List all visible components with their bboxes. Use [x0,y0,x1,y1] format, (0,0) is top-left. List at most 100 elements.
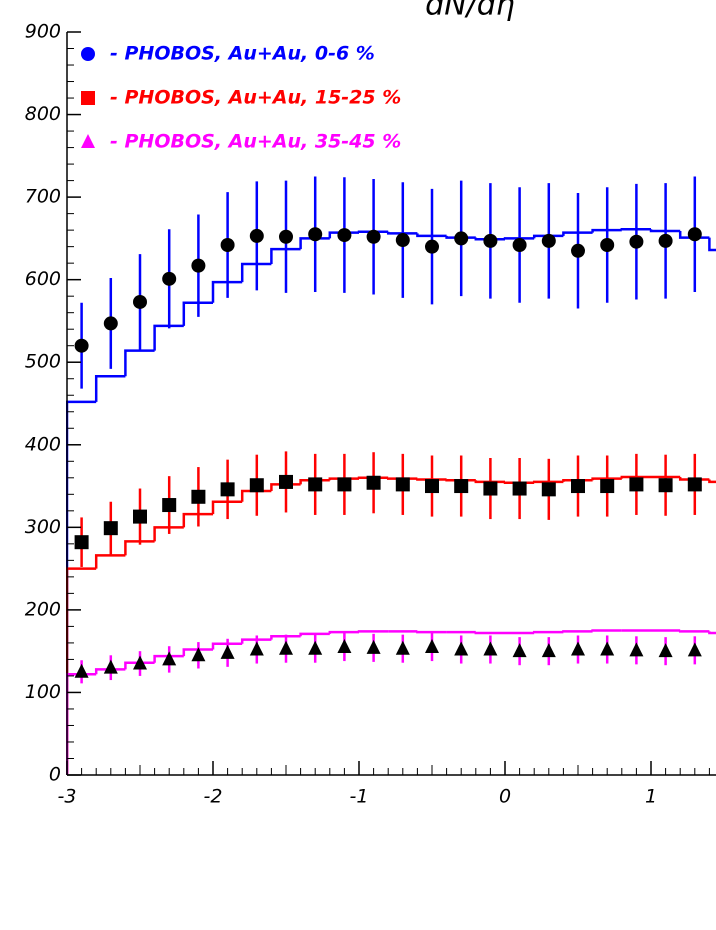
model-step [328,630,359,634]
marker [103,659,118,674]
model-step [474,631,505,635]
marker [658,478,673,493]
marker [74,338,89,353]
marker [81,134,95,148]
model-step [94,668,126,675]
marker [395,233,410,248]
marker [483,641,498,656]
model-step [708,237,716,252]
model-step [240,262,272,283]
marker [103,316,118,331]
marker [687,477,702,492]
y-tick-label: 100 [25,681,61,703]
y-tick-label: 500 [25,351,61,373]
model-step [620,228,651,231]
model-step [240,638,272,644]
model-step [532,630,564,634]
model-step [124,661,155,670]
marker [454,479,469,494]
marker [249,641,264,656]
marker [512,481,527,496]
marker [600,641,615,656]
y-tick-label: 200 [25,598,61,620]
marker [366,639,381,654]
marker [279,640,293,655]
model-step [182,648,213,657]
marker [308,477,323,492]
y-tick-label: 300 [25,516,61,538]
x-tick-label: -1 [350,786,369,808]
model-step [182,512,213,528]
marker [687,227,702,242]
legend-label: - PHOBOS, Au+Au, 35-45 % [110,131,401,153]
marker [133,294,147,309]
marker [541,482,556,497]
marker [629,642,644,657]
x-tick-label: -2 [204,786,223,808]
model-step [503,237,535,240]
marker [162,498,177,513]
model-step [94,375,126,402]
x-tick-label: 1 [645,786,657,808]
y-tick-label: 600 [25,268,61,290]
marker [366,229,381,244]
axes: 0 100 200 300 400 500 600 700 800 900 -3 -2 -1 0 1 - PH… [25,21,716,808]
model-step [562,630,593,633]
model-step [357,630,389,633]
marker [103,521,118,536]
marker [191,489,206,504]
marker [600,479,615,494]
model-step [66,400,97,775]
y-tick-label: 900 [25,21,61,43]
marker [483,233,498,248]
model-step [532,480,564,484]
marker [191,647,206,662]
model-step [649,229,681,233]
marker [81,47,95,61]
marker [571,479,585,494]
marker [337,228,352,243]
plot-area [66,176,716,775]
marker [571,641,585,656]
marker [600,237,615,252]
model-step [416,233,447,238]
marker [220,644,235,659]
chart-title: dN/dη [425,0,515,23]
model-step [211,500,243,515]
marker [74,535,89,550]
model-step [211,280,243,303]
x-tick-label: 0 [499,786,511,808]
marker [162,651,177,666]
marker [337,477,352,492]
model-step [591,477,622,481]
model-step [211,642,243,650]
marker [220,237,235,252]
marker [133,509,147,524]
model-step [182,301,213,326]
legend-label: - PHOBOS, Au+Au, 15-25 % [110,87,401,109]
legend-label: - PHOBOS, Au+Au, 0-6 % [110,43,375,65]
marker [571,243,585,258]
y-tick-label: 800 [25,103,61,125]
model-step [620,475,651,479]
marker [81,91,95,105]
marker [337,639,352,654]
model-step [153,654,184,663]
model-step [66,673,97,775]
marker [512,237,527,252]
marker [512,643,527,658]
model-step [299,632,330,637]
marker [541,233,556,248]
model-step [591,228,622,233]
marker [279,474,293,489]
model-step [416,630,447,634]
model-step [708,479,716,484]
marker [658,233,673,248]
marker [220,482,235,497]
x-tick-label: -3 [58,786,77,808]
marker [279,229,293,244]
marker [249,478,264,493]
marker [454,231,469,246]
